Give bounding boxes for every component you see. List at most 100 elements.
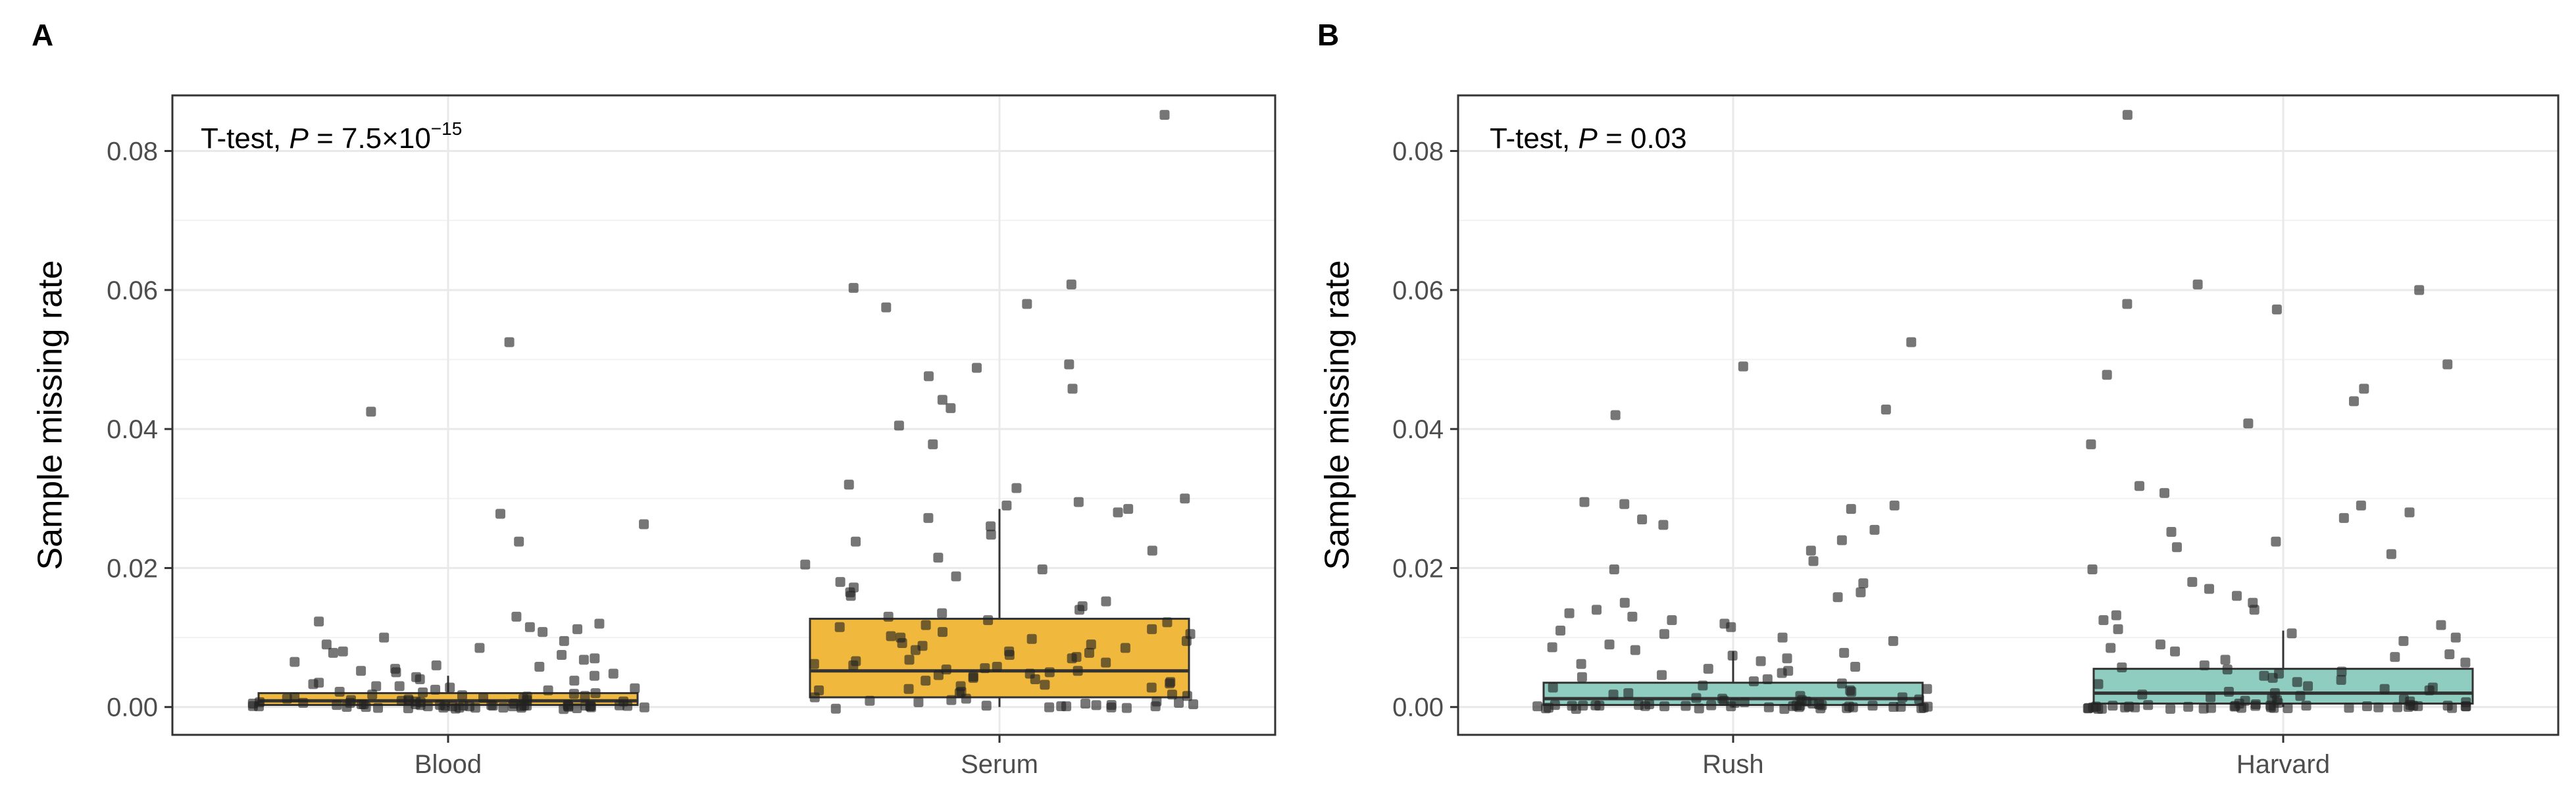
data-point xyxy=(886,631,896,641)
data-point xyxy=(1698,680,1708,691)
y-axis-label: Sample missing rate xyxy=(32,260,70,570)
data-point xyxy=(1548,682,1558,693)
data-point xyxy=(1567,701,1577,711)
data-point xyxy=(2106,643,2116,653)
data-point xyxy=(2267,672,2278,683)
data-point xyxy=(1869,524,1880,535)
data-point xyxy=(835,577,846,587)
data-point xyxy=(2442,359,2453,370)
data-point xyxy=(1067,384,1078,394)
data-point xyxy=(534,661,545,672)
data-point xyxy=(2111,610,2121,620)
data-point xyxy=(2165,703,2176,714)
data-point xyxy=(438,703,449,713)
data-point xyxy=(1004,650,1015,660)
data-point xyxy=(1923,701,1933,712)
data-point xyxy=(569,676,580,686)
data-point xyxy=(1777,632,1788,643)
data-point xyxy=(2338,512,2349,523)
data-point xyxy=(2122,299,2133,309)
data-point xyxy=(1181,636,1192,646)
data-point xyxy=(1846,504,1856,514)
x-tick-label: Rush xyxy=(1702,750,1763,779)
data-point xyxy=(2117,662,2127,673)
data-point xyxy=(897,638,907,649)
data-point xyxy=(559,636,569,646)
data-point xyxy=(590,653,600,664)
data-point xyxy=(557,650,567,660)
data-point xyxy=(961,693,971,704)
data-point xyxy=(572,703,582,714)
data-point xyxy=(1726,701,1736,712)
data-point xyxy=(1738,361,1748,372)
data-point xyxy=(938,627,948,637)
data-point xyxy=(928,439,938,449)
box-serum xyxy=(809,509,1190,707)
panel-a-letter: A xyxy=(32,18,54,52)
data-point xyxy=(580,691,590,701)
data-point xyxy=(1022,299,1032,309)
data-point xyxy=(2436,620,2446,630)
data-point xyxy=(937,608,947,618)
data-point xyxy=(2447,703,2458,713)
data-point xyxy=(578,655,589,665)
data-point xyxy=(1839,647,1850,658)
data-point xyxy=(1123,504,1134,514)
data-point xyxy=(2231,591,2242,601)
points-rush xyxy=(1532,337,1933,714)
data-point xyxy=(1592,605,1602,615)
data-point xyxy=(1846,686,1857,697)
data-point xyxy=(1619,597,1630,608)
data-point xyxy=(495,509,505,519)
data-point xyxy=(361,702,371,712)
panel-b-letter: B xyxy=(1317,18,1340,52)
data-point xyxy=(1739,697,1750,707)
data-point xyxy=(457,690,467,701)
data-point xyxy=(418,687,428,698)
data-point xyxy=(2143,700,2154,711)
data-point xyxy=(2444,649,2455,659)
data-point xyxy=(1906,337,1917,347)
data-point xyxy=(367,689,378,700)
data-point xyxy=(1806,545,1816,556)
data-point xyxy=(538,627,548,637)
panel-a-pvalue: T-test, P = 7.5×10−15 xyxy=(201,118,462,155)
data-point xyxy=(1889,500,1900,511)
y-tick-label: 0.04 xyxy=(1392,415,1444,444)
data-point xyxy=(1064,359,1074,370)
y-tick-label: 0.06 xyxy=(1392,276,1444,305)
data-point xyxy=(514,536,524,547)
data-point xyxy=(1791,700,1802,711)
data-point xyxy=(1779,704,1790,714)
data-point xyxy=(2348,396,2359,407)
data-point xyxy=(1748,676,1759,687)
panel-b-test-label: T-test, xyxy=(1490,122,1578,155)
data-point xyxy=(379,632,390,643)
data-point xyxy=(2198,703,2209,714)
data-point xyxy=(1180,493,1190,504)
data-point xyxy=(2373,702,2384,712)
data-point xyxy=(1694,703,1704,714)
points-blood xyxy=(247,337,649,714)
data-point xyxy=(2102,370,2112,380)
data-point xyxy=(2271,304,2282,314)
data-point xyxy=(2122,110,2133,120)
data-point xyxy=(1590,700,1601,711)
data-point xyxy=(951,571,961,582)
data-point xyxy=(1091,700,1101,711)
panel-b-p-symbol: P xyxy=(1578,122,1598,155)
data-point xyxy=(1659,629,1669,639)
data-point xyxy=(454,703,465,713)
data-point xyxy=(1147,545,1157,556)
data-point xyxy=(334,686,345,697)
data-point xyxy=(1159,110,1170,120)
data-point xyxy=(590,688,601,699)
data-point xyxy=(2183,701,2194,712)
data-point xyxy=(830,703,841,714)
y-axis-label: Sample missing rate xyxy=(1319,260,1357,570)
data-point xyxy=(1680,701,1691,711)
data-point xyxy=(2404,507,2415,518)
data-point xyxy=(809,659,819,669)
data-point xyxy=(2206,703,2216,713)
data-point xyxy=(394,681,405,691)
